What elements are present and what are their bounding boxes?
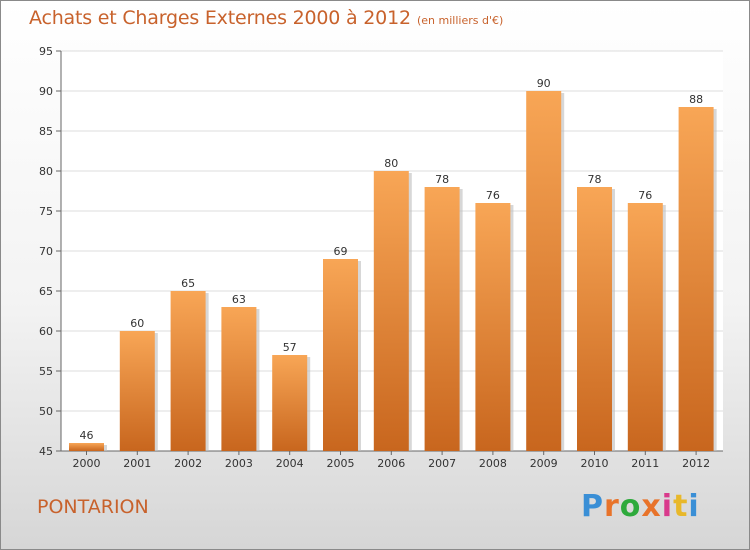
data-label: 78	[588, 173, 602, 186]
bar	[221, 307, 257, 451]
x-tick-label: 2000	[73, 457, 101, 470]
data-label: 80	[384, 157, 398, 170]
y-tick-label: 75	[39, 205, 53, 218]
data-label: 46	[80, 429, 94, 442]
data-label: 63	[232, 293, 246, 306]
logo-letter: r	[604, 489, 620, 524]
x-tick-label: 2012	[682, 457, 710, 470]
chart-subtitle: (en milliers d'€)	[417, 14, 504, 27]
y-tick-label: 50	[39, 405, 53, 418]
bar	[424, 187, 460, 451]
bar	[373, 171, 409, 451]
data-label: 76	[486, 189, 500, 202]
data-label: 88	[689, 93, 703, 106]
logo-letter: x	[641, 489, 662, 524]
bar	[272, 355, 308, 451]
data-label: 90	[537, 77, 551, 90]
y-tick-label: 80	[39, 165, 53, 178]
y-tick-label: 55	[39, 365, 53, 378]
logo-letter: i	[661, 489, 674, 524]
data-label: 78	[435, 173, 449, 186]
data-label: 76	[638, 189, 652, 202]
x-tick-label: 2005	[327, 457, 355, 470]
data-label: 60	[130, 317, 144, 330]
bar	[323, 259, 358, 451]
logo-letter: i	[688, 489, 700, 524]
x-tick-label: 2007	[428, 457, 456, 470]
bar	[170, 291, 206, 451]
logo-letter: t	[673, 489, 689, 524]
x-tick-label: 2010	[581, 457, 609, 470]
y-tick-label: 90	[39, 85, 53, 98]
x-tick-label: 2001	[123, 457, 151, 470]
bar	[119, 331, 155, 451]
logo-letter: o	[619, 489, 642, 524]
x-tick-label: 2004	[276, 457, 304, 470]
chart-title: Achats et Charges Externes 2000 à 2012	[29, 7, 411, 29]
y-tick-label: 65	[39, 285, 53, 298]
data-label: 57	[283, 341, 297, 354]
logo-letter: P	[581, 489, 604, 524]
proxiti-logo: Proxiti	[581, 489, 700, 524]
x-tick-label: 2006	[377, 457, 405, 470]
bar	[678, 107, 714, 451]
y-tick-label: 85	[39, 125, 53, 138]
x-tick-label: 2002	[174, 457, 202, 470]
bar	[627, 203, 663, 451]
x-tick-label: 2009	[530, 457, 558, 470]
commune-name: PONTARION	[37, 496, 149, 518]
y-tick-label: 95	[39, 45, 53, 58]
x-tick-label: 2008	[479, 457, 507, 470]
y-tick-label: 60	[39, 325, 53, 338]
bar	[526, 91, 562, 451]
data-label: 69	[334, 245, 348, 258]
bar	[577, 187, 612, 451]
bar	[475, 203, 511, 451]
y-tick-label: 45	[39, 445, 53, 458]
y-tick-label: 70	[39, 245, 53, 258]
bar	[69, 443, 104, 451]
x-tick-label: 2003	[225, 457, 253, 470]
x-tick-label: 2011	[631, 457, 659, 470]
data-label: 65	[181, 277, 195, 290]
